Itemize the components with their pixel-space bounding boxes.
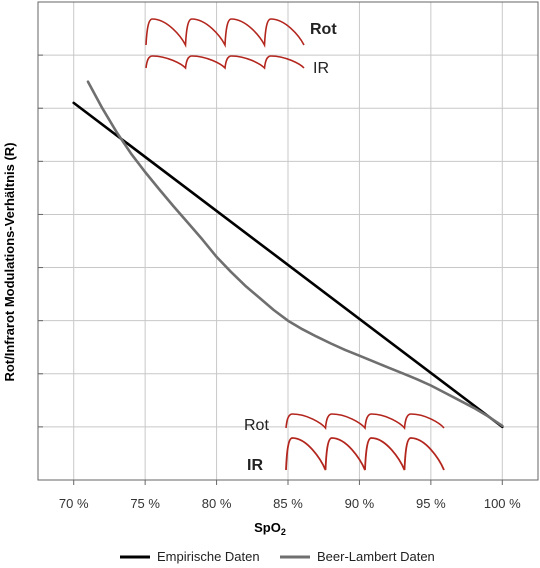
- x-tick-label: 95 %: [416, 496, 446, 511]
- bottom-ir-waveform: [285, 437, 445, 471]
- x-tick-label: 85 %: [273, 496, 303, 511]
- bottom-red-label: Rot: [244, 417, 269, 434]
- series-line-beer-lambert: [86, 80, 504, 428]
- legend-label-empirisch: Empirische Daten: [157, 549, 260, 564]
- x-tick-label: 90 %: [345, 496, 375, 511]
- x-tick-labels: 70 % 75 % 80 % 85 % 90 % 95 % 100 %: [59, 480, 521, 511]
- x-tick-label: 75 %: [130, 496, 160, 511]
- x-tick-label: 80 %: [202, 496, 232, 511]
- inset-top-waveforms: Rot IR: [145, 18, 337, 77]
- top-red-waveform: [145, 18, 305, 48]
- x-tick-label: 70 %: [59, 496, 89, 511]
- legend: Empirische Daten Beer-Lambert Daten: [120, 549, 435, 564]
- x-axis-title: SpO2: [254, 520, 286, 537]
- top-ir-waveform: [145, 55, 305, 70]
- inset-bottom-waveforms: Rot IR: [244, 413, 445, 474]
- bottom-ir-label: IR: [247, 457, 263, 474]
- x-tick-label: 100 %: [484, 496, 521, 511]
- y-axis-title: Rot/Infrarot Modulations-Verhältnis (R): [2, 142, 17, 381]
- legend-label-beer-lambert: Beer-Lambert Daten: [317, 549, 435, 564]
- y-ticks: [38, 54, 43, 428]
- series-line-empirisch: [72, 101, 504, 429]
- grid: [38, 2, 538, 480]
- top-ir-label: IR: [313, 60, 329, 77]
- series-lines: [72, 80, 504, 429]
- bottom-red-waveform: [285, 413, 445, 431]
- top-red-label: Rot: [310, 21, 337, 38]
